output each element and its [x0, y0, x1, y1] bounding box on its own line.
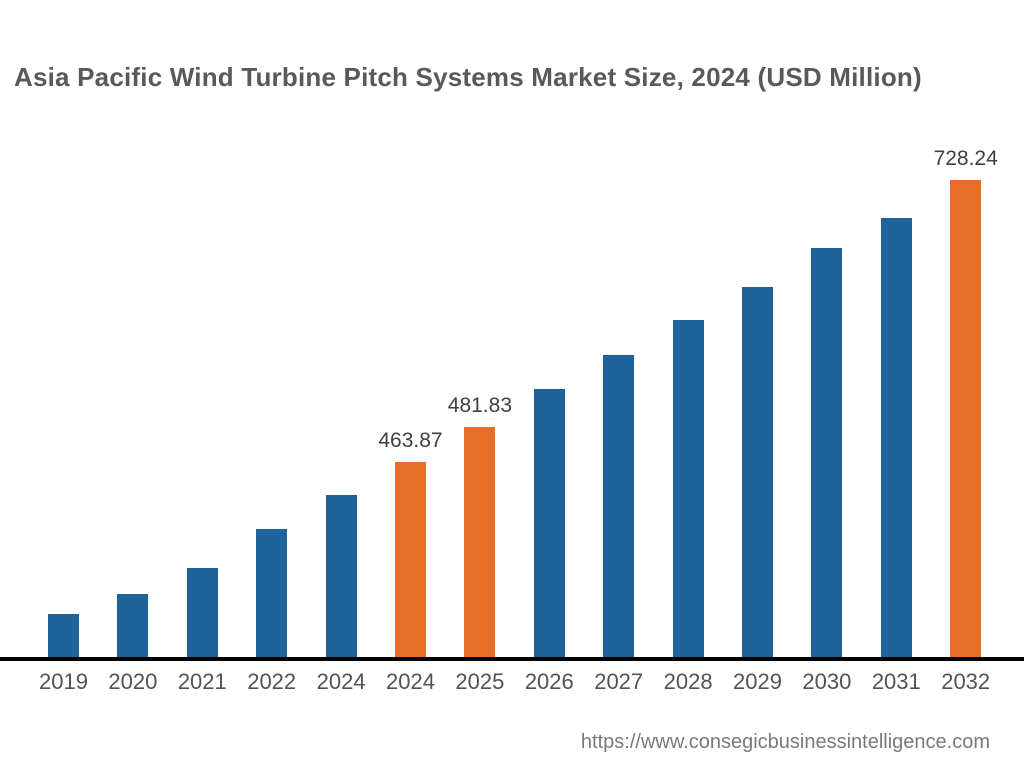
x-tick-label-10: 2029: [733, 669, 782, 694]
x-tick-label-12: 2031: [871, 669, 921, 694]
bar-2030-blue: [811, 248, 843, 657]
bar-2025-orange: [464, 427, 496, 657]
bar-2029-blue: [742, 287, 773, 657]
bar-value-label-2025: 481.83: [447, 394, 512, 417]
bar-2024-orange: [395, 462, 426, 657]
x-tick-label-8: 2027: [594, 669, 644, 694]
x-tick-label-6: 2025: [455, 669, 505, 694]
x-tick-label-2: 2021: [177, 669, 227, 694]
bar-value-label-2032: 728.24: [933, 147, 998, 170]
x-tick-label-0: 2019: [39, 669, 88, 694]
bar-2028-blue: [672, 320, 704, 657]
bar-2021-blue: [186, 568, 218, 657]
chart-title: Asia Pacific Wind Turbine Pitch Systems …: [14, 62, 922, 92]
x-tick-label-4: 2024: [316, 669, 366, 694]
source-url: https://www.consegicbusinessintelligence…: [580, 731, 990, 753]
bar-value-label-2024: 463.87: [378, 429, 443, 452]
bar-2019-blue: [48, 614, 79, 657]
x-tick-label-13: 2032: [941, 669, 991, 694]
x-axis-line: [0, 657, 1024, 661]
x-tick-label-1: 2020: [108, 669, 158, 694]
bar-2020-blue: [117, 594, 149, 657]
x-tick-label-9: 2028: [663, 669, 713, 694]
bar-2026-blue: [533, 389, 565, 657]
x-tick-label-5: 2024: [386, 669, 435, 694]
x-tick-label-3: 2022: [247, 669, 297, 694]
x-tick-label-11: 2030: [802, 669, 852, 694]
bar-2024-blue: [325, 495, 357, 657]
bar-2027-blue: [603, 355, 635, 657]
bar-2031-blue: [880, 218, 912, 657]
x-tick-label-7: 2026: [524, 669, 574, 694]
bar-2032-orange: [950, 180, 982, 657]
bar-2022-blue: [256, 529, 288, 657]
